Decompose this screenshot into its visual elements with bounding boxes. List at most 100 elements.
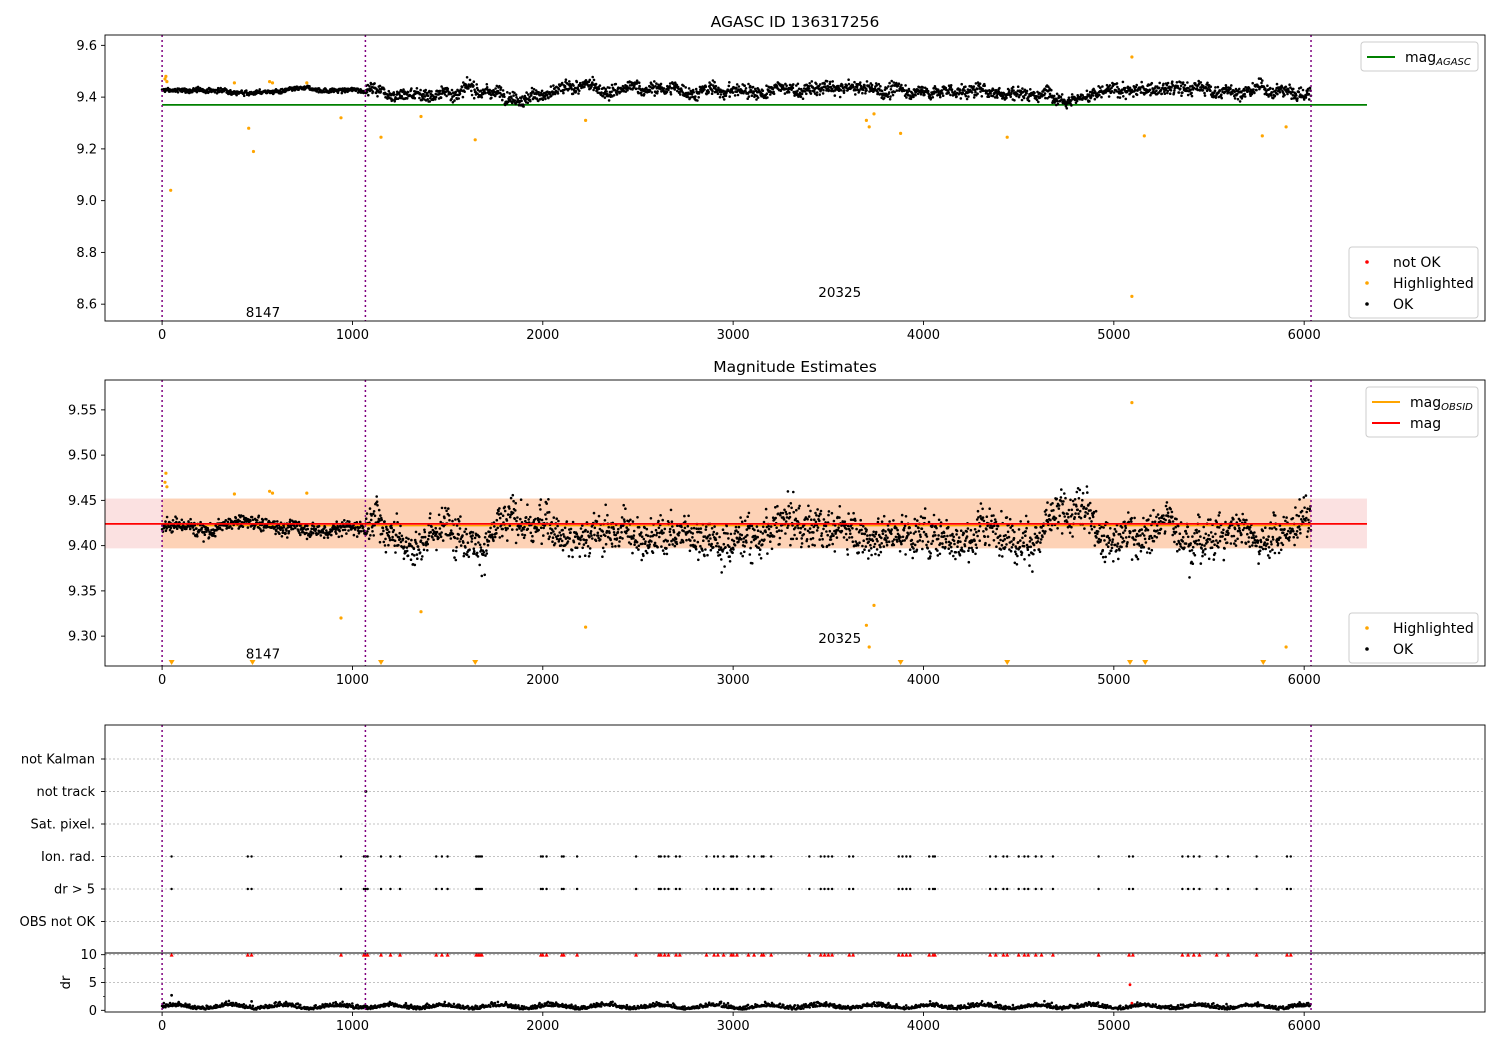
ok-point — [937, 518, 941, 522]
ok-point — [1003, 538, 1007, 541]
ok-point — [262, 529, 265, 532]
ok-point — [614, 533, 618, 537]
ok-point — [1107, 95, 1111, 98]
ok-point — [1025, 91, 1028, 95]
ok-point — [1032, 552, 1035, 556]
ok-point — [434, 98, 437, 101]
ok-point — [255, 519, 259, 522]
ok-point — [907, 533, 910, 536]
ok-point — [800, 545, 803, 549]
ok-point — [456, 537, 459, 540]
ok-point — [669, 533, 672, 537]
ok-point — [404, 540, 408, 543]
ok-point — [590, 534, 593, 537]
ok-point — [539, 508, 542, 511]
ok-point — [1016, 541, 1020, 544]
ok-point — [790, 88, 793, 91]
ok-point — [800, 542, 804, 545]
ok-point — [513, 91, 516, 95]
ok-point — [911, 556, 914, 560]
ok-point — [1062, 512, 1066, 515]
ok-point — [534, 517, 537, 521]
ok-point — [187, 520, 190, 523]
ok-point — [1044, 96, 1047, 100]
highlighted-point — [1130, 294, 1134, 298]
ok-point — [913, 517, 917, 521]
ok-point — [1055, 497, 1058, 501]
ok-point — [1285, 90, 1288, 94]
ok-point — [944, 537, 948, 541]
ok-point — [903, 539, 906, 542]
ok-point — [582, 543, 586, 546]
ok-point — [847, 82, 851, 86]
ok-point — [174, 525, 178, 529]
ok-point — [948, 543, 951, 547]
ok-point — [1175, 81, 1179, 84]
ok-point — [384, 537, 387, 541]
ok-point — [435, 530, 439, 534]
ok-point — [508, 92, 512, 95]
ok-point — [488, 530, 492, 534]
ok-point — [632, 529, 636, 533]
ok-point — [1276, 92, 1279, 96]
ok-point — [291, 527, 295, 531]
ok-point — [374, 91, 378, 95]
ok-point — [561, 548, 565, 552]
ok-point — [828, 529, 832, 533]
ok-point — [955, 533, 958, 536]
ok-point — [776, 512, 780, 515]
ok-point — [399, 524, 402, 528]
ok-point — [657, 519, 660, 523]
ok-point — [1254, 85, 1257, 88]
ok-point — [921, 540, 924, 543]
ok-point — [993, 518, 997, 521]
ok-point — [876, 520, 880, 524]
ok-point — [529, 99, 532, 103]
ok-point — [472, 547, 476, 550]
ok-point — [1003, 546, 1007, 549]
ok-point — [473, 552, 476, 555]
ok-point — [657, 526, 661, 530]
ok-point — [1179, 84, 1183, 88]
ok-point — [1036, 540, 1040, 543]
ok-point — [890, 528, 893, 531]
ok-point — [426, 98, 430, 101]
ok-point — [1116, 85, 1119, 89]
ok-point — [455, 546, 458, 549]
ok-point — [226, 520, 230, 524]
ok-point — [556, 524, 559, 528]
ok-point — [398, 537, 402, 541]
ok-point — [490, 96, 493, 100]
ok-point — [585, 538, 588, 542]
ok-point — [1093, 97, 1097, 101]
ok-point — [376, 504, 379, 507]
ok-point — [972, 96, 976, 99]
ok-point — [640, 91, 643, 94]
ok-point — [1067, 508, 1071, 512]
ok-point — [591, 537, 594, 540]
ok-point — [1024, 514, 1028, 518]
ok-point — [514, 509, 517, 512]
ok-point — [665, 90, 669, 94]
ok-point — [885, 540, 888, 544]
ok-point — [986, 524, 989, 528]
ok-point — [952, 535, 955, 539]
ok-point — [578, 555, 582, 558]
ok-point — [1019, 520, 1022, 523]
ok-point — [757, 542, 761, 545]
highlighted-point — [1130, 55, 1134, 59]
ok-point — [1060, 488, 1063, 491]
ok-point — [614, 82, 618, 86]
ok-point — [861, 91, 864, 95]
ok-point — [691, 536, 694, 539]
ok-point — [234, 516, 238, 520]
ok-point — [1284, 85, 1288, 89]
ok-point — [745, 528, 749, 531]
ok-point — [981, 89, 985, 93]
ok-point — [594, 539, 598, 542]
ok-point — [484, 91, 487, 95]
ok-point — [1218, 89, 1222, 92]
ok-point — [1162, 82, 1165, 86]
ok-point — [266, 525, 269, 529]
